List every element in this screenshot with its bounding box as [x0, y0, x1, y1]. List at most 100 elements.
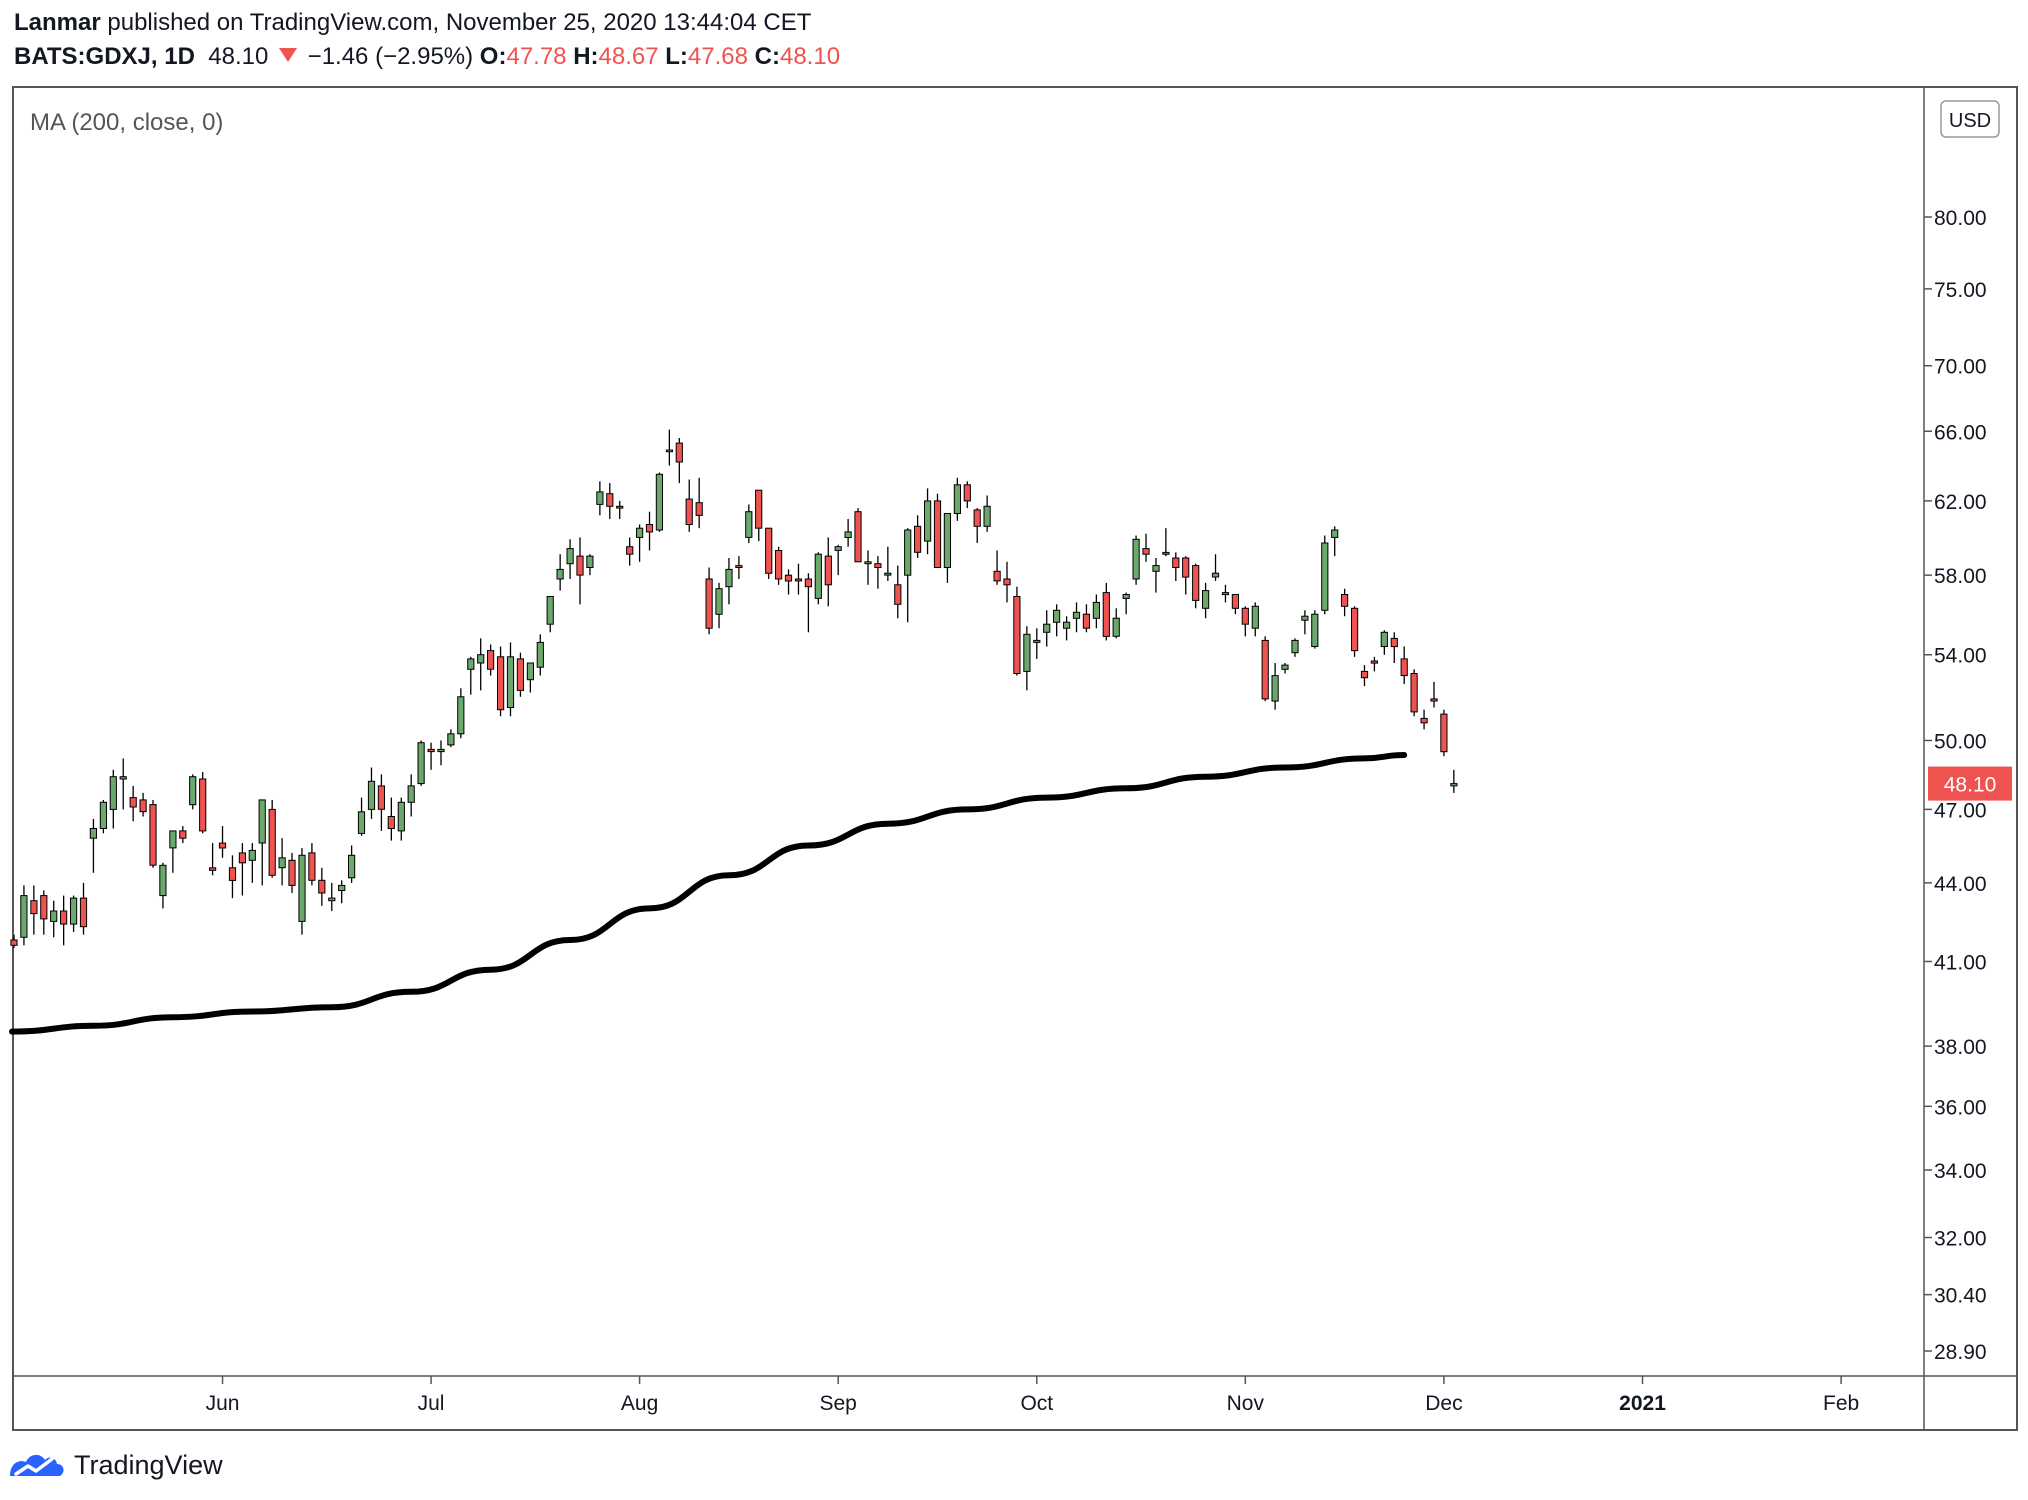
candle-body: [655, 473, 663, 531]
price-tick-label: 44.00: [1934, 873, 1987, 896]
candle-body: [1450, 783, 1458, 787]
candle: [804, 573, 812, 633]
price-change: −1.46 (−2.95%): [307, 43, 474, 70]
candle: [1172, 552, 1180, 581]
candle-body: [1082, 613, 1091, 629]
candle-body: [844, 531, 852, 539]
candle-body: [477, 654, 485, 664]
candle-body: [1261, 639, 1269, 700]
candle-body: [983, 505, 991, 527]
candle-body: [10, 939, 18, 946]
indicator-legend[interactable]: MA (200, close, 0): [30, 109, 223, 136]
tradingview-footer[interactable]: TradingView: [8, 1448, 223, 1482]
candle: [506, 642, 515, 717]
candle: [1023, 626, 1031, 691]
candle: [70, 895, 78, 933]
candle-body: [506, 656, 515, 708]
candle: [784, 569, 793, 595]
candle-body: [566, 548, 574, 565]
ma-200-line: [9, 752, 1408, 1035]
candle: [1360, 665, 1369, 687]
candle: [993, 550, 1001, 585]
candle: [1033, 628, 1041, 659]
candle-body: [576, 555, 584, 576]
candle: [1271, 663, 1279, 710]
last-price-tag-label: 48.10: [1944, 774, 1997, 797]
close-label: C:: [754, 43, 780, 70]
candle: [427, 742, 435, 770]
currency-label: USD: [1949, 110, 1991, 132]
candle-body: [238, 852, 247, 864]
price-tick-label: 62.00: [1934, 491, 1987, 514]
candle: [328, 882, 336, 912]
candle: [566, 539, 574, 580]
time-tick-label: Dec: [1425, 1392, 1462, 1415]
candle: [814, 552, 822, 605]
candle: [308, 843, 316, 886]
candle: [665, 429, 673, 466]
candle: [1241, 606, 1249, 637]
candle-body: [407, 785, 415, 803]
candle-body: [1043, 623, 1051, 633]
candle: [655, 472, 663, 532]
candle: [705, 567, 713, 635]
open-value: 47.78: [506, 43, 567, 70]
candle-body: [1390, 637, 1398, 648]
candle: [526, 662, 534, 693]
candle: [874, 556, 882, 589]
candle: [377, 774, 385, 831]
time-tick-label: Oct: [1020, 1392, 1053, 1415]
candle: [1291, 638, 1299, 657]
candle: [30, 885, 38, 935]
candle: [238, 843, 247, 896]
time-tick-label: Nov: [1227, 1392, 1265, 1415]
candle: [1410, 669, 1418, 717]
candle: [477, 638, 485, 691]
price-tick-label: 36.00: [1934, 1096, 1987, 1119]
candle-body: [814, 553, 822, 599]
candle-body: [884, 572, 892, 576]
candle: [1072, 602, 1081, 633]
candle-body: [318, 879, 326, 894]
close-value: 48.10: [779, 43, 841, 70]
time-tick-label: Jul: [418, 1392, 445, 1415]
chart-frame: [12, 86, 2018, 1431]
candle: [943, 513, 951, 583]
candle-body: [854, 511, 862, 563]
candle-body: [50, 910, 58, 922]
candle-body: [1440, 713, 1448, 753]
candle-body: [765, 527, 773, 574]
candle: [1182, 556, 1190, 595]
author-name[interactable]: Lanmar: [14, 9, 101, 36]
low-label: L:: [665, 43, 688, 70]
candle-body: [675, 442, 683, 463]
price-axis: 80.00 75.00 70.00 66.00 62.00 58.00 54.00 50.00…: [1924, 207, 1987, 1364]
time-axis: Jun Jul Aug Sep Oct Nov Dec 2021 Feb: [206, 1376, 1859, 1415]
candle-body: [467, 658, 475, 670]
candle-body: [1192, 565, 1200, 601]
candle-body: [1360, 670, 1369, 679]
candle: [99, 799, 108, 834]
candle: [1450, 769, 1458, 793]
candle: [685, 479, 693, 532]
candle-body: [1172, 557, 1180, 568]
candle-body: [298, 854, 306, 922]
candle-body: [1122, 594, 1130, 599]
candle-body: [516, 658, 524, 691]
candle: [487, 644, 495, 676]
currency-button[interactable]: USD: [1940, 100, 2000, 138]
candle-body: [1380, 631, 1388, 647]
candle: [1351, 606, 1359, 657]
candle-body: [546, 596, 554, 625]
candle-body: [933, 500, 942, 568]
last-price: 48.10: [208, 43, 269, 70]
candle-body: [1182, 557, 1190, 578]
candle-body: [417, 742, 425, 785]
candle: [467, 656, 475, 695]
price-tick-label: 70.00: [1934, 356, 1987, 379]
candle: [884, 546, 892, 581]
candle: [1211, 554, 1220, 581]
candle-body: [606, 493, 614, 507]
candle: [248, 843, 256, 883]
